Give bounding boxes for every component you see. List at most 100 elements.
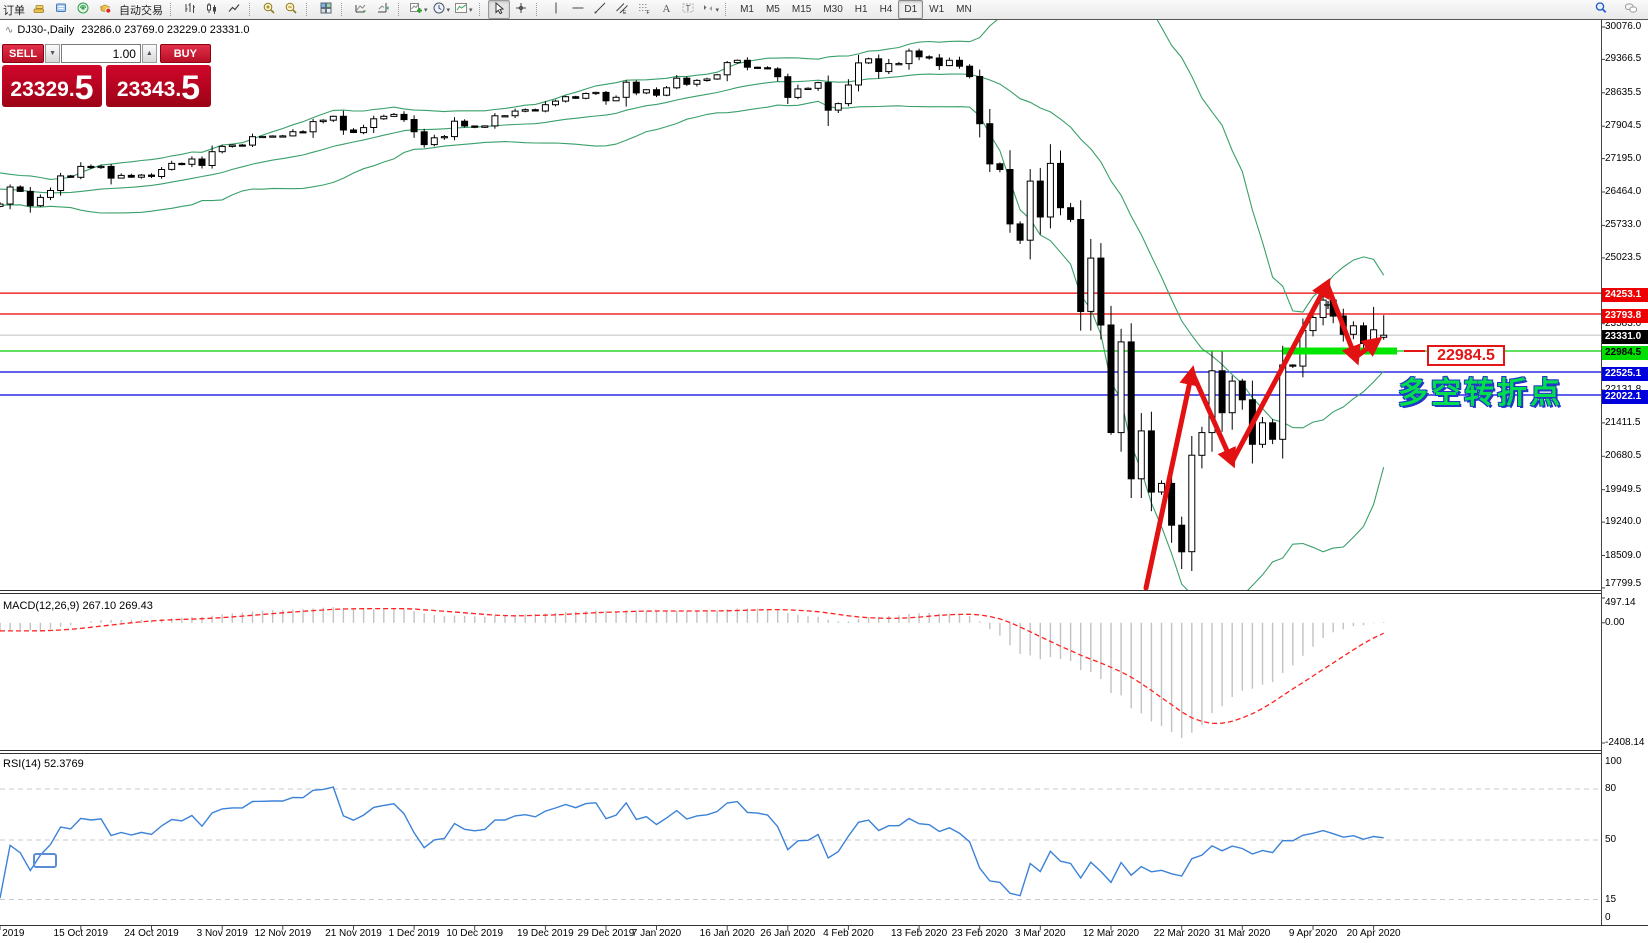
bollinger-bands <box>0 20 1385 590</box>
search-button[interactable] <box>1590 0 1612 19</box>
timeframe-m5-button[interactable]: M5 <box>765 4 780 15</box>
toolbar-separator <box>725 3 731 16</box>
date-axis-label: 3 Mar 2020 <box>1015 928 1066 939</box>
price-axis-tick: 23583.0 <box>1605 317 1642 329</box>
timeframe-h4-button[interactable]: H4 <box>879 4 893 15</box>
label-button[interactable]: T <box>677 0 699 19</box>
svg-text:T: T <box>685 4 690 13</box>
volume-down-button[interactable]: ▼ <box>45 44 60 63</box>
arrows-dropdown-icon[interactable]: ▾ <box>715 6 720 14</box>
auto-scroll-button[interactable] <box>350 0 372 19</box>
sell-price-display[interactable]: 23329. 5 <box>2 65 102 107</box>
macd-panel <box>0 607 1385 738</box>
date-axis-label: 22 Mar 2020 <box>1153 928 1210 939</box>
svg-text:E: E <box>623 10 627 15</box>
bollinger-lower-band <box>0 100 1385 590</box>
price-chart-canvas[interactable] <box>0 19 1648 943</box>
zoom-in-button[interactable] <box>258 0 280 19</box>
date-axis-label: 19 Dec 2019 <box>517 928 574 939</box>
zoom-out-button[interactable] <box>280 0 302 19</box>
date-axis-label: 12 Mar 2020 <box>1082 928 1140 939</box>
autotrade-button[interactable] <box>94 0 116 19</box>
rsi-axis-tick: 0 <box>1605 912 1611 923</box>
fibonacci-button[interactable]: F <box>633 0 655 19</box>
volume-input[interactable] <box>60 44 141 63</box>
sell-price-frac: 5 <box>74 69 94 107</box>
indicators-dropdown-icon[interactable]: ▾ <box>424 6 428 14</box>
server-button[interactable] <box>50 0 72 19</box>
vline-icon <box>549 1 563 18</box>
chart-shift-button[interactable] <box>372 0 394 19</box>
cursor-icon <box>492 1 506 18</box>
buy-button[interactable]: BUY <box>159 44 211 63</box>
date-axis-label: 3 Nov 2019 <box>196 928 248 939</box>
arrows-button[interactable]: ▾ <box>699 0 722 19</box>
price-axis-tick: 19240.0 <box>1605 516 1642 528</box>
trendline-button[interactable] <box>589 0 611 19</box>
timeframe-d1-button[interactable]: D1 <box>898 0 924 19</box>
timeframe-w1-button[interactable]: W1 <box>929 4 945 15</box>
indicators-button[interactable]: ▾ <box>407 0 430 19</box>
text-icon: A <box>659 1 673 18</box>
price-axis-tick: 17799.5 <box>1605 578 1642 589</box>
crosshair-icon <box>514 1 528 18</box>
toolbar-separator <box>341 3 347 16</box>
candlesticks-icon <box>205 1 219 18</box>
line-chart-button[interactable] <box>223 0 245 19</box>
periods-dropdown-icon[interactable]: ▾ <box>446 6 451 14</box>
price-axis-tick: 22131.8 <box>1605 384 1647 396</box>
sell-price-dot: . <box>68 78 75 101</box>
periods-button[interactable]: ▾ <box>430 0 453 19</box>
buy-price-display[interactable]: 23343. 5 <box>106 65 211 107</box>
comments-button[interactable] <box>1620 0 1642 19</box>
date-axis-label: 7 Jan 2020 <box>631 928 682 939</box>
price-level-label: 22525.1 <box>1602 367 1648 381</box>
hline-button[interactable] <box>567 0 589 19</box>
bar-chart-button[interactable] <box>179 0 201 19</box>
price-axis-tick: 19949.5 <box>1605 483 1642 495</box>
date-axis-label: 15 Oct 2019 <box>53 928 109 939</box>
comments-icon <box>1624 1 1638 18</box>
label-icon: T <box>681 1 695 18</box>
support-zone-bar[interactable] <box>1283 347 1397 355</box>
price-axis-tick: 21411.5 <box>1605 416 1641 428</box>
support-price-flag[interactable]: 22984.5 <box>1427 345 1505 366</box>
timeframe-m1-button[interactable]: M1 <box>740 4 754 15</box>
sell-button[interactable]: SELL <box>2 44 45 63</box>
price-axis-tick: 25023.5 <box>1605 251 1642 263</box>
rsi-panel <box>0 786 1601 900</box>
trend-zigzag-arrows[interactable] <box>1143 277 1383 590</box>
timeframe-h1-button[interactable]: H1 <box>854 4 868 15</box>
timeframe-m15-button[interactable]: M15 <box>791 4 812 15</box>
templates-button[interactable]: ▾ <box>452 0 475 19</box>
toolbar-separator <box>478 3 485 16</box>
candlesticks-button[interactable] <box>201 0 223 19</box>
crosshair-button[interactable] <box>510 0 532 19</box>
toolbar-separator <box>249 3 255 16</box>
orders-menu-label[interactable]: 订单 <box>3 4 25 17</box>
timeframe-mn-button[interactable]: MN <box>956 4 972 15</box>
signal-button[interactable] <box>72 0 94 19</box>
gold-bars-button[interactable] <box>28 0 50 19</box>
bounce-arrow[interactable] <box>1353 336 1383 360</box>
macd-axis-tick: 497.14 <box>1605 597 1636 608</box>
symbol-period-label: DJ30-,Daily <box>17 24 75 36</box>
timeframe-m30-button[interactable]: M30 <box>823 4 843 15</box>
chart-symbol-icon: ∿ <box>5 25 14 36</box>
trendline-icon <box>593 1 607 18</box>
volume-up-button[interactable]: ▲ <box>141 44 157 63</box>
chart-title: ∿ DJ30-,Daily 23286.0 23769.0 23229.0 2333… <box>5 24 249 36</box>
autotrade-label[interactable]: 自动交易 <box>119 4 163 17</box>
zoom-out-icon <box>284 1 298 18</box>
templates-dropdown-icon[interactable]: ▾ <box>469 6 473 14</box>
text-button[interactable]: A <box>655 0 677 19</box>
macd-signal-line <box>0 607 1384 725</box>
tile-windows-button[interactable] <box>315 0 337 19</box>
cursor-button[interactable] <box>487 0 510 19</box>
turning-point-note[interactable]: 多空转折点 <box>1398 377 1563 410</box>
date-axis-label: 24 Oct 2019 <box>124 928 179 939</box>
price-axis-tick: 20680.5 <box>1605 450 1642 462</box>
vline-button[interactable] <box>545 0 567 19</box>
channel-button[interactable]: E <box>611 0 633 19</box>
search-icon <box>1594 1 1608 18</box>
